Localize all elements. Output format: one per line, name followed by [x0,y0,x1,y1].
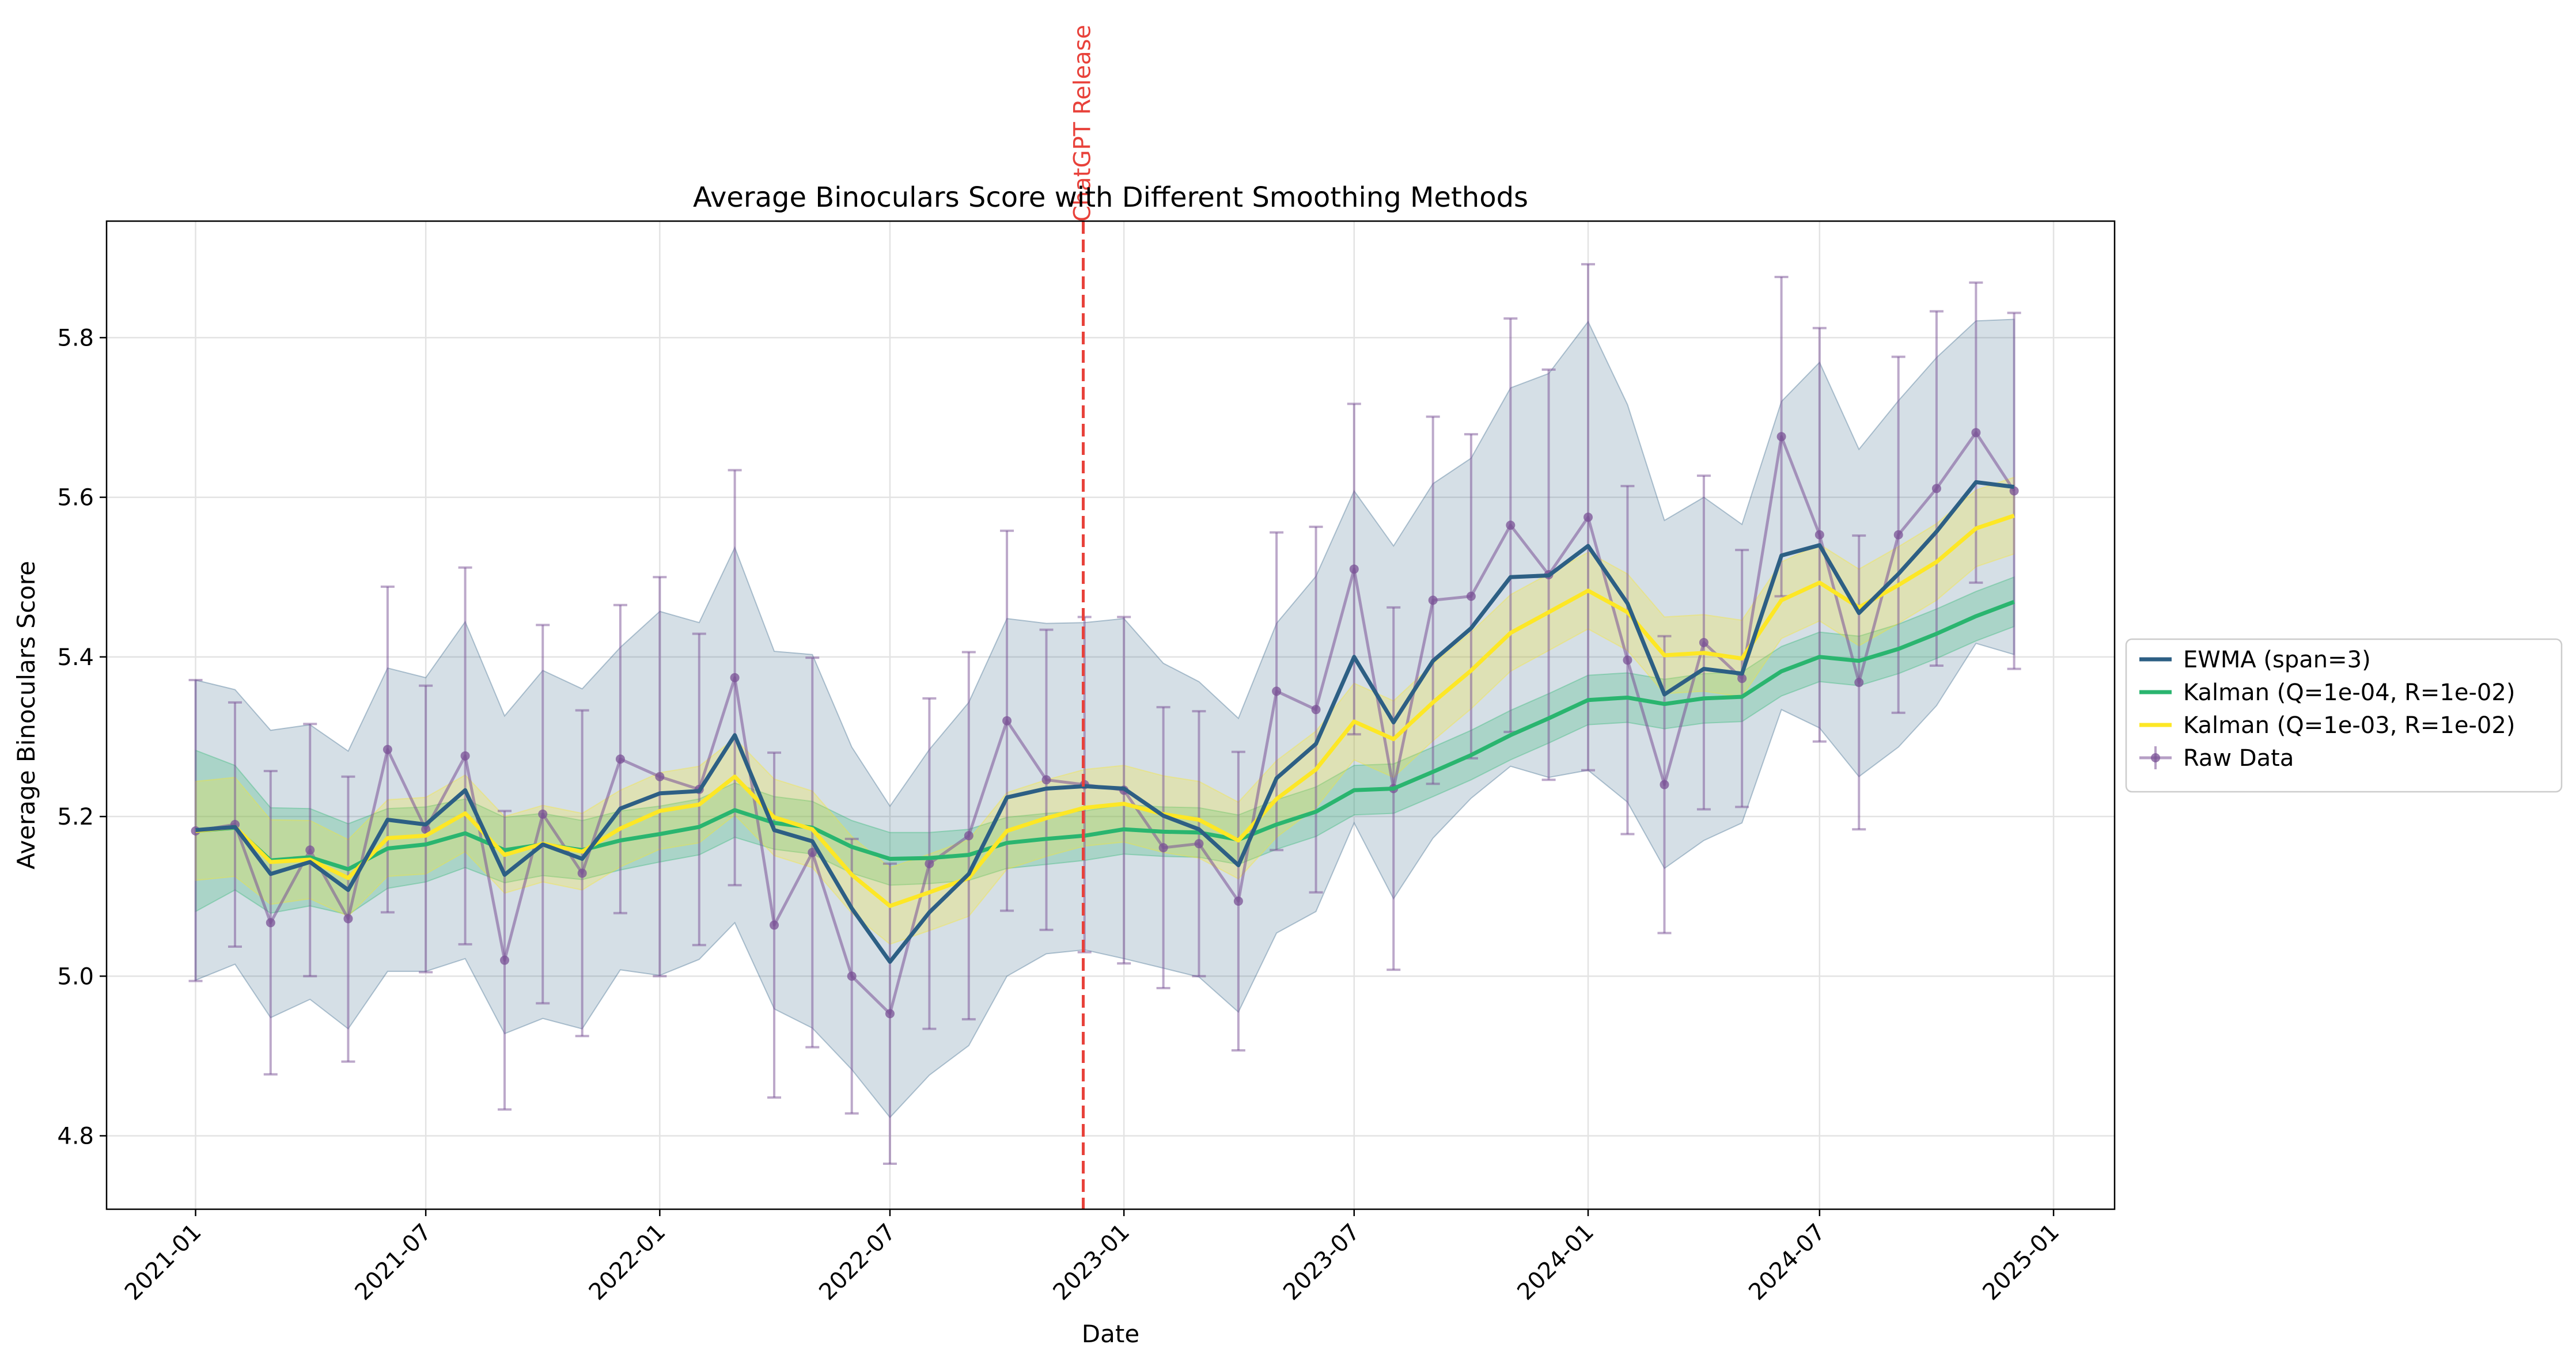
raw-data-point [1893,530,1903,540]
legend-label: Kalman (Q=1e-04, R=1e-02) [2183,679,2515,706]
raw-data-point [460,751,470,761]
raw-data-point [343,914,353,924]
raw-data-point [421,825,431,834]
legend-label: EWMA (span=3) [2183,647,2371,673]
raw-data-point [382,745,392,754]
raw-data-point [1699,637,1709,647]
raw-data-point [1428,595,1438,605]
plot-frame [105,220,2116,1210]
series-line-2 [195,514,2015,908]
raw-data-point [1776,432,1786,442]
raw-data-point [1233,896,1243,906]
raw-data-point [1971,428,1981,438]
raw-data-point [1194,839,1204,849]
y-axis-label: Average Binoculars Score [12,561,40,869]
annotation-layer: ChatGPT Release [1070,25,1096,1209]
y-tick-label: 5.2 [57,804,94,830]
raw-data-point [538,809,548,819]
raw-data-point [964,831,973,841]
raw-data-point [1737,674,1747,684]
raw-data-point [1272,686,1282,696]
raw-data-point [847,971,857,981]
y-tick-label: 5.0 [57,963,94,990]
raw-data-point [1623,655,1632,665]
raw-data-point [1002,716,1012,726]
raw-data-point [655,772,665,781]
legend-label: Raw Data [2183,745,2294,772]
raw-data-point [500,955,510,965]
y-tick-label: 5.8 [57,325,94,351]
chatgpt-release-label: ChatGPT Release [1070,25,1096,222]
series-line-0 [195,480,2015,964]
legend-box [2125,638,2563,793]
y-tick-label: 5.4 [57,644,94,671]
raw-data-point [1584,512,1593,522]
raw-data-point [1506,521,1516,530]
raw-data-point [305,845,315,855]
raw-data-point [1158,843,1168,853]
chart-title: Average Binoculars Score with Different … [693,181,1528,214]
raw-data-point [885,1009,895,1019]
raw-data-point [1660,780,1669,789]
legend-label: Kalman (Q=1e-03, R=1e-02) [2183,712,2515,739]
raw-data-point [1931,484,1941,493]
raw-data-point [1466,591,1476,601]
legend-swatch-raw-marker [2151,753,2160,762]
y-tick-label: 5.6 [57,485,94,511]
raw-data-point [1311,705,1321,715]
raw-data-point [770,920,779,930]
y-tick-label: 4.8 [57,1123,94,1149]
raw-data-layer [188,263,2021,1165]
raw-data-point [730,673,740,682]
raw-data-point [615,754,625,764]
raw-data-point [808,848,817,857]
raw-data-point [925,859,934,868]
raw-data-point [577,868,587,878]
raw-data-point [1349,564,1359,574]
raw-data-point [1814,530,1824,540]
smoothed-lines [195,480,2015,964]
raw-data-point [266,918,275,928]
raw-data-point [1041,775,1051,785]
legend: EWMA (span=3) Kalman (Q=1e-04, R=1e-02) Ka… [2125,638,2563,793]
x-axis-label: Date [1082,1320,1139,1348]
raw-data-point [1854,678,1864,688]
